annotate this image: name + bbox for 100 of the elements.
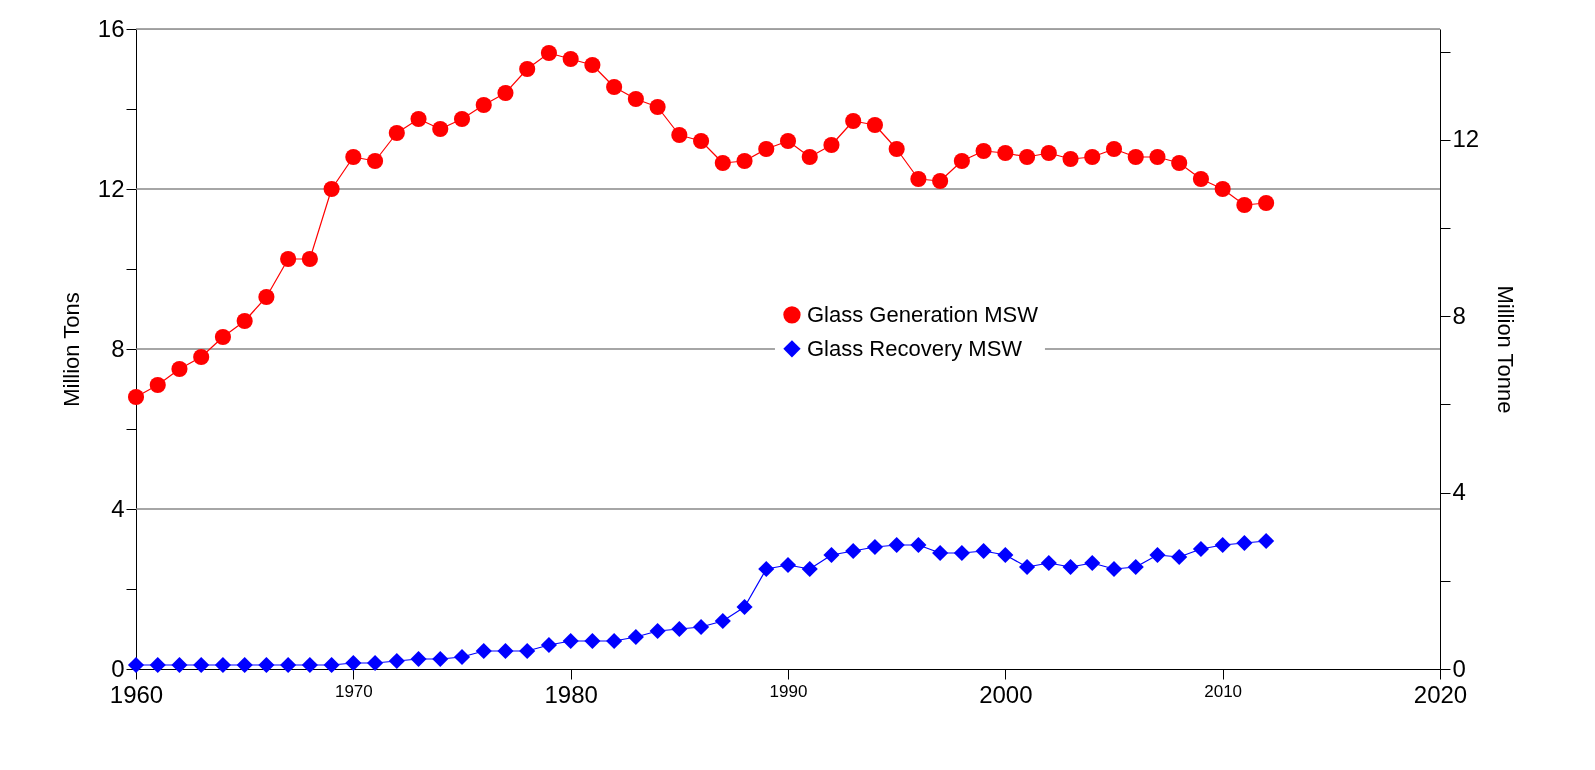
- x-tick-label: 1960: [109, 680, 164, 708]
- x-tick-label: 1970: [334, 681, 373, 701]
- point: [432, 120, 449, 138]
- point: [1171, 548, 1188, 566]
- point: [410, 650, 427, 668]
- x-tick-label: 1990: [769, 681, 808, 701]
- point: [1192, 540, 1209, 558]
- point: [519, 642, 536, 660]
- point: [323, 656, 340, 674]
- point: [236, 656, 253, 674]
- point: [497, 84, 514, 102]
- point: [258, 288, 275, 306]
- point: [779, 132, 797, 150]
- point: [975, 142, 992, 160]
- point: [627, 628, 644, 646]
- x-tick-label: 2020: [1413, 680, 1468, 708]
- point: [1149, 148, 1166, 166]
- point: [888, 140, 905, 158]
- point: [649, 622, 666, 640]
- y2-tick-label: 4: [1452, 478, 1466, 506]
- point: [866, 116, 883, 134]
- point: [1084, 554, 1101, 572]
- point: [1214, 536, 1231, 554]
- point: [236, 312, 253, 330]
- point: [888, 536, 905, 554]
- point: [714, 154, 731, 172]
- point: [845, 542, 862, 560]
- point: [1258, 532, 1275, 550]
- point: [540, 636, 557, 654]
- point: [606, 632, 623, 650]
- point: [1040, 554, 1057, 572]
- point: [584, 632, 601, 650]
- point: [280, 656, 297, 674]
- point: [453, 648, 471, 666]
- point: [671, 620, 688, 638]
- point: [1127, 558, 1144, 576]
- point: [866, 538, 883, 556]
- point: [497, 642, 514, 660]
- point: [693, 132, 710, 150]
- y-tick-label: 16: [97, 14, 125, 42]
- x-tick-label: 1980: [544, 680, 598, 708]
- point: [1127, 148, 1144, 166]
- point: [149, 376, 166, 394]
- point: [432, 650, 449, 668]
- x-tick-label: 2000: [979, 680, 1033, 708]
- point: [1062, 150, 1079, 168]
- point: [171, 360, 188, 378]
- x-tick-label: 2010: [1204, 681, 1243, 701]
- point: [149, 656, 166, 674]
- point: [1149, 546, 1166, 564]
- point: [127, 388, 145, 406]
- point: [1105, 560, 1123, 578]
- point: [845, 112, 862, 130]
- point: [1019, 148, 1036, 166]
- point: [584, 56, 601, 74]
- point: [323, 180, 340, 198]
- point: [801, 560, 818, 578]
- point: [736, 152, 753, 170]
- point: [388, 652, 405, 670]
- legend-label: Glass Generation MSW: [806, 301, 1039, 327]
- point: [1192, 170, 1209, 188]
- point: [823, 136, 840, 154]
- point: [410, 110, 427, 128]
- point: [693, 618, 710, 636]
- point: [1258, 194, 1275, 212]
- point: [801, 148, 818, 166]
- point: [627, 90, 644, 108]
- point: [932, 172, 949, 190]
- point: [562, 632, 579, 650]
- y-tick-label: 8: [111, 334, 125, 362]
- y-tick-label: 0: [111, 654, 125, 682]
- point: [388, 124, 405, 142]
- point: [758, 140, 775, 158]
- point: [193, 656, 210, 674]
- point: [258, 656, 275, 674]
- point: [540, 44, 557, 62]
- point: [280, 250, 297, 268]
- point: [171, 656, 188, 674]
- point: [606, 78, 623, 96]
- point: [1040, 144, 1057, 162]
- point: [301, 250, 318, 268]
- point: [367, 654, 384, 672]
- point: [193, 348, 210, 366]
- point: [1062, 558, 1079, 576]
- point: [975, 542, 992, 560]
- y2-tick-label: 0: [1452, 654, 1466, 682]
- legend-label: Glass Recovery MSW: [806, 335, 1023, 361]
- point: [301, 656, 318, 674]
- point: [1236, 196, 1253, 214]
- point: [1236, 534, 1253, 552]
- point: [453, 110, 471, 128]
- point: [214, 656, 231, 674]
- point: [953, 152, 970, 170]
- point: [932, 544, 949, 562]
- point: [953, 544, 970, 562]
- point: [562, 50, 579, 68]
- y2-axis-title: Million Tonne: [1493, 285, 1519, 414]
- y-axis-title: Million Tons: [58, 292, 84, 407]
- point: [671, 126, 688, 144]
- point: [1105, 140, 1123, 158]
